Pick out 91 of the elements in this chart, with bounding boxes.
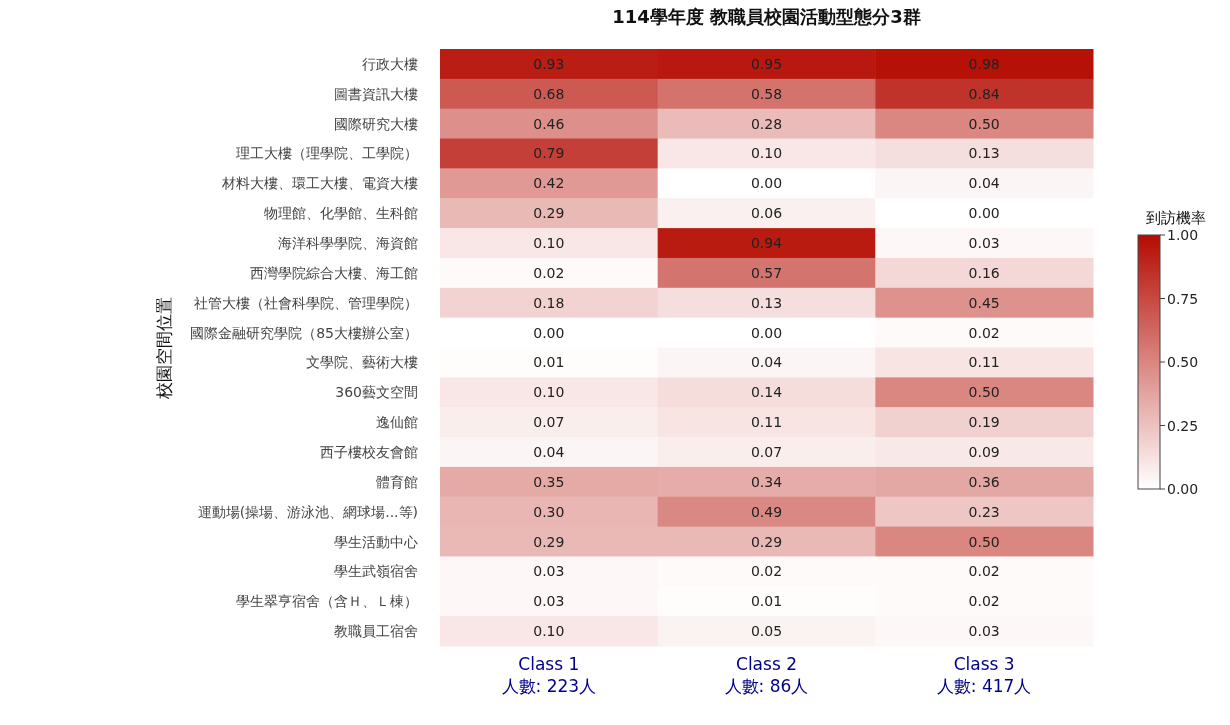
- data-label: 0.79: [533, 145, 565, 162]
- y-tick-label: 理工大樓（理學院、工學院）: [236, 145, 418, 162]
- data-label: 0.16: [968, 264, 1000, 281]
- y-tick-label: 社管大樓（社會科學院、管理學院）: [194, 294, 418, 311]
- data-label: 0.02: [750, 563, 783, 580]
- data-label: 0.19: [968, 414, 1000, 431]
- data-label: 0.49: [750, 503, 783, 520]
- data-label: 0.09: [968, 443, 1000, 460]
- y-tick-label: 國際金融研究學院（85大樓辦公室）: [190, 324, 418, 341]
- color-bar-label: 0.00: [1167, 481, 1199, 497]
- data-label: 0.11: [968, 354, 1000, 371]
- color-bar-title: 到訪機率: [1146, 209, 1206, 227]
- data-label: 0.30: [533, 503, 565, 520]
- y-tick-label: 西子樓校友會館: [320, 443, 418, 460]
- data-label: 0.46: [533, 115, 565, 132]
- data-label: 0.36: [968, 473, 1000, 490]
- data-label: 0.05: [750, 623, 783, 640]
- data-label: 0.13: [968, 145, 1000, 162]
- x-tick-label: Class 1 人數: 223人: [501, 654, 597, 696]
- data-label: 0.84: [968, 85, 1000, 102]
- x-tick-label: Class 3 人數: 417人: [936, 654, 1032, 696]
- data-label: 0.10: [533, 235, 565, 252]
- y-tick-label: 體育館: [376, 473, 418, 490]
- y-tick-label: 物理館、化學館、生科館: [264, 205, 418, 222]
- y-tick-label: 國際研究大樓: [334, 115, 418, 132]
- data-label: 0.00: [750, 324, 783, 341]
- data-label: 0.57: [750, 264, 783, 281]
- data-label: 0.34: [750, 473, 783, 490]
- data-label: 0.01: [533, 354, 565, 371]
- data-label: 0.42: [533, 175, 565, 192]
- y-tick-label: 西灣學院綜合大樓、海工館: [250, 264, 418, 281]
- data-label: 0.95: [750, 55, 783, 72]
- data-label: 0.45: [968, 294, 1000, 311]
- data-label: 0.18: [533, 294, 565, 311]
- color-bar-label: 1.00: [1167, 227, 1199, 243]
- data-label: 0.03: [968, 623, 1000, 640]
- data-label: 0.29: [533, 205, 565, 222]
- data-label: 0.03: [968, 235, 1000, 252]
- data-label: 0.29: [533, 533, 565, 550]
- y-tick-label: 行政大樓: [362, 55, 418, 72]
- data-label: 0.07: [533, 414, 565, 431]
- data-label: 0.11: [750, 414, 783, 431]
- data-label: 0.13: [750, 294, 783, 311]
- data-label: 0.06: [750, 205, 783, 222]
- data-label: 0.98: [968, 55, 1000, 72]
- data-label: 0.02: [533, 264, 565, 281]
- data-label: 0.04: [533, 443, 565, 460]
- y-tick-label: 逸仙館: [376, 414, 418, 431]
- data-label: 0.68: [533, 85, 565, 102]
- data-label: 0.04: [968, 175, 1000, 192]
- data-label: 0.02: [968, 563, 1000, 580]
- data-label: 0.10: [750, 145, 783, 162]
- data-label: 0.58: [750, 85, 783, 102]
- data-label: 0.23: [968, 503, 1000, 520]
- data-label: 0.03: [533, 563, 565, 580]
- data-label: 0.10: [533, 623, 565, 640]
- color-bar-label: 0.75: [1167, 290, 1199, 307]
- y-tick-label: 運動場(操場、游泳池、網球場...等): [197, 503, 418, 520]
- y-tick-label: 文學院、藝術大樓: [306, 354, 418, 371]
- y-tick-label: 360藝文空間: [335, 384, 418, 401]
- x-tick-label: Class 2 人數: 86人: [724, 654, 809, 696]
- y-axis-title: 校園空間位置: [154, 296, 174, 400]
- data-label: 0.10: [533, 384, 565, 401]
- y-tick-label: 學生活動中心: [334, 533, 418, 550]
- y-tick-label: 材料大樓、環工大樓、電資大樓: [221, 175, 418, 192]
- data-label: 0.50: [968, 533, 1000, 550]
- color-bar-label: 0.50: [1167, 354, 1199, 370]
- data-label: 0.50: [968, 115, 1000, 132]
- data-label: 0.50: [968, 384, 1000, 401]
- data-label: 0.02: [968, 593, 1000, 610]
- y-tick-label: 學生武嶺宿舍: [334, 563, 418, 580]
- data-label: 0.00: [968, 205, 1000, 222]
- y-tick-label: 海洋科學學院、海資館: [278, 235, 418, 252]
- data-label: 0.94: [750, 235, 783, 252]
- data-label: 0.07: [750, 443, 783, 460]
- y-tick-label: 教職員工宿舍: [334, 623, 418, 640]
- data-label: 0.03: [533, 593, 565, 610]
- data-label: 0.01: [750, 593, 783, 610]
- chart-title: 114學年度 教職員校園活動型態分3群: [612, 6, 921, 27]
- data-label: 0.28: [750, 115, 783, 132]
- data-label: 0.35: [533, 473, 565, 490]
- color-bar-label: 0.25: [1167, 417, 1199, 434]
- data-label: 0.04: [750, 354, 783, 371]
- data-label: 0.29: [750, 533, 783, 550]
- y-tick-label: 圖書資訊大樓: [334, 85, 418, 102]
- data-label: 0.00: [750, 175, 783, 192]
- y-tick-label: 學生翠亨宿舍（含Ｈ、Ｌ棟）: [236, 593, 418, 610]
- data-label: 0.14: [750, 384, 783, 401]
- data-label: 0.93: [533, 55, 565, 72]
- data-label: 0.02: [968, 324, 1000, 341]
- data-label: 0.00: [533, 324, 565, 341]
